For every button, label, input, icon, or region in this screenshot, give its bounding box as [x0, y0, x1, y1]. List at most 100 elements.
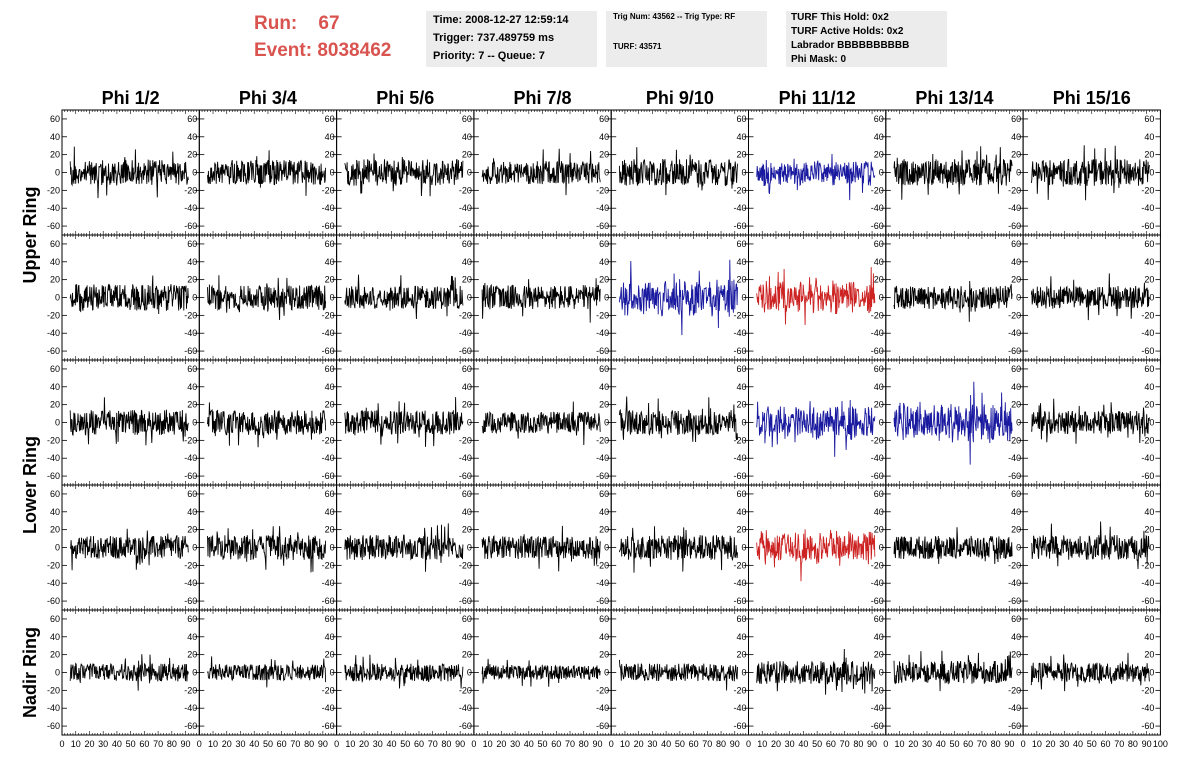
- y-tick-label: 20: [462, 650, 472, 660]
- y-tick-label: 0: [330, 293, 335, 303]
- y-tick-label: 0: [879, 668, 884, 678]
- y-tick-label: 40: [874, 382, 884, 392]
- waveform-trace: [481, 658, 601, 687]
- y-tick-label: -60: [733, 721, 746, 731]
- y-tick-label: 0: [879, 418, 884, 428]
- y-tick-label: -20: [596, 560, 609, 570]
- y-tick-label: 0: [330, 418, 335, 428]
- y-tick-label: 60: [599, 239, 609, 249]
- y-tick-label: 40: [874, 132, 884, 142]
- y-tick-label: 20: [1011, 400, 1021, 410]
- y-tick-label: 20: [874, 275, 884, 285]
- y-tick-label: 20: [325, 650, 335, 660]
- y-tick-label: -60: [733, 221, 746, 231]
- y-tick-label: 40: [1144, 507, 1154, 517]
- y-tick-label: -60: [733, 471, 746, 481]
- y-tick-label: -40: [47, 703, 60, 713]
- y-tick-label: -40: [871, 328, 884, 338]
- y-tick-label: -20: [871, 685, 884, 695]
- y-tick-label: 0: [467, 293, 472, 303]
- y-tick-label: -60: [1008, 346, 1021, 356]
- y-tick-label: 60: [874, 114, 884, 124]
- y-tick-label: -40: [184, 703, 197, 713]
- y-tick-label: 0: [879, 543, 884, 553]
- y-tick-label: -20: [1141, 310, 1154, 320]
- y-tick-label: -20: [596, 685, 609, 695]
- y-tick-label: 40: [325, 132, 335, 142]
- panel-frame: [748, 109, 887, 236]
- y-tick-label: 0: [467, 168, 472, 178]
- y-tick-label: -40: [459, 328, 472, 338]
- turf-text: TURF: 43571: [613, 42, 662, 51]
- y-tick-label: -20: [871, 560, 884, 570]
- turf-info-box: TURF This Hold: 0x2 TURF Active Holds: 0…: [786, 11, 947, 67]
- waveform-trace: [618, 526, 738, 573]
- y-tick-label: 0: [741, 543, 746, 553]
- y-tick-label: -60: [1008, 721, 1021, 731]
- y-tick-label: -60: [459, 596, 472, 606]
- y-tick-label: -20: [1008, 310, 1021, 320]
- y-tick-label: 20: [1011, 650, 1021, 660]
- y-tick-label: -60: [322, 721, 335, 731]
- waveform-trace: [207, 526, 327, 573]
- y-tick-label: 60: [462, 489, 472, 499]
- waveform-trace: [756, 399, 876, 457]
- y-tick-label: -60: [1008, 221, 1021, 231]
- y-tick-label: -40: [1141, 578, 1154, 588]
- y-tick-label: -40: [871, 203, 884, 213]
- y-tick-label: 20: [736, 400, 746, 410]
- y-tick-label: 20: [599, 525, 609, 535]
- y-tick-label: -40: [322, 203, 335, 213]
- y-tick-label: 0: [604, 543, 609, 553]
- y-tick-label: -60: [322, 596, 335, 606]
- y-tick-label: -20: [322, 185, 335, 195]
- y-tick-label: 40: [599, 632, 609, 642]
- y-tick-label: 60: [50, 364, 60, 374]
- y-tick-label: 20: [736, 525, 746, 535]
- y-tick-label: 40: [736, 632, 746, 642]
- y-tick-label: -60: [184, 346, 197, 356]
- y-tick-label: -60: [47, 596, 60, 606]
- y-tick-label: 0: [879, 168, 884, 178]
- y-tick-label: -60: [596, 721, 609, 731]
- y-tick-label: -20: [596, 185, 609, 195]
- y-tick-label: 20: [1011, 275, 1021, 285]
- y-tick-label: 60: [325, 239, 335, 249]
- y-tick-label: -60: [322, 471, 335, 481]
- y-tick-label: 60: [874, 364, 884, 374]
- y-tick-label: 40: [50, 382, 60, 392]
- y-tick-label: 60: [736, 614, 746, 624]
- column-header: Phi 11/12: [779, 88, 856, 108]
- y-tick-label: 40: [1144, 132, 1154, 142]
- y-tick-label: -20: [47, 560, 60, 570]
- y-tick-label: -40: [184, 578, 197, 588]
- y-tick-label: -60: [596, 471, 609, 481]
- y-tick-label: 60: [1144, 489, 1154, 499]
- y-tick-label: 0: [1149, 418, 1154, 428]
- y-tick-label: -40: [459, 203, 472, 213]
- y-tick-label: 60: [325, 614, 335, 624]
- turf-active-text: TURF Active Holds: 0x2: [791, 26, 904, 37]
- y-tick-label: -40: [47, 328, 60, 338]
- y-tick-label: -20: [47, 435, 60, 445]
- waveform-trace: [344, 274, 464, 320]
- y-tick-label: 60: [50, 239, 60, 249]
- trig-num-text: Trig Num: 43562 -- Trig Type: RF: [613, 12, 736, 21]
- y-tick-label: 60: [50, 614, 60, 624]
- y-tick-label: 60: [187, 489, 197, 499]
- waveform-trace: [893, 146, 1013, 200]
- waveform-trace: [1030, 521, 1150, 570]
- waveform-trace: [69, 146, 189, 199]
- y-tick-label: 40: [1144, 257, 1154, 267]
- y-tick-label: -20: [1141, 435, 1154, 445]
- y-tick-label: -20: [184, 685, 197, 695]
- y-tick-label: -20: [322, 310, 335, 320]
- y-tick-label: 60: [1011, 614, 1021, 624]
- y-tick-label: 0: [467, 418, 472, 428]
- y-tick-label: -60: [47, 346, 60, 356]
- y-tick-label: 0: [55, 418, 60, 428]
- run-value: 67: [318, 13, 340, 34]
- time-info-box: Time: 2008-12-27 12:59:14 Trigger: 737.4…: [426, 11, 597, 67]
- y-tick-label: 0: [741, 293, 746, 303]
- waveform-trace: [893, 280, 1013, 322]
